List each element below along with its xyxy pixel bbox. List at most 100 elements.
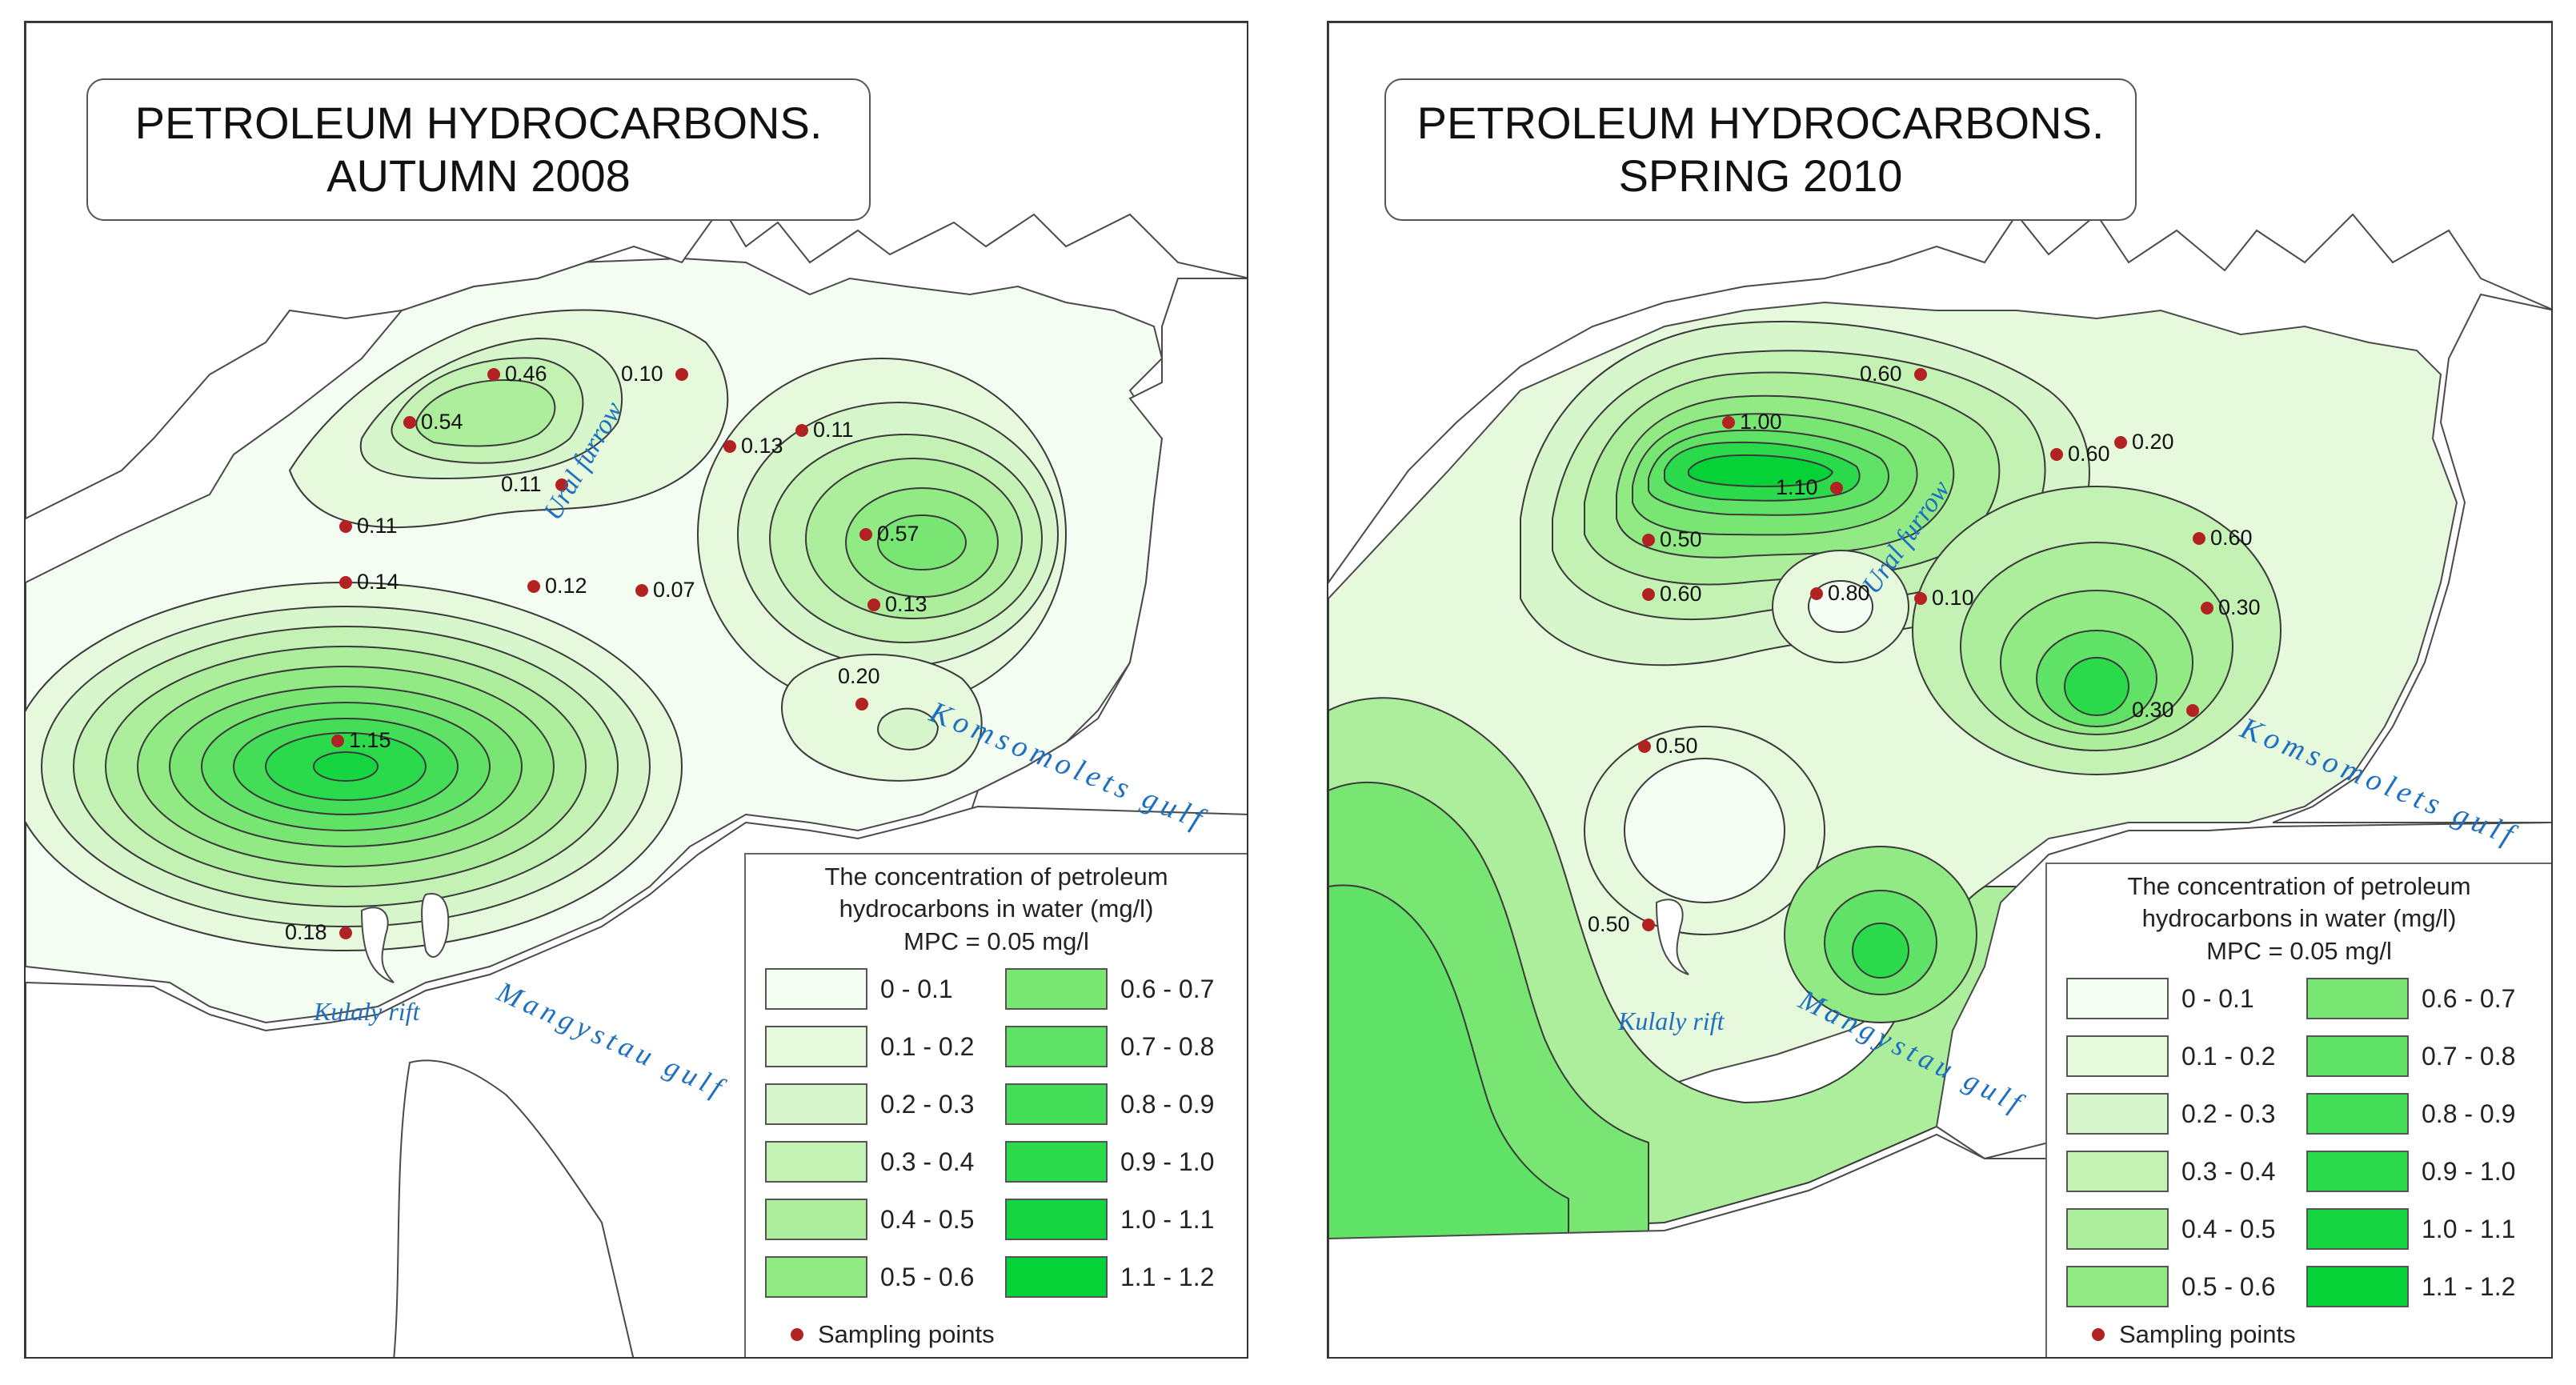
legend-class-label: 1.0 - 1.1 [2422, 1214, 2516, 1243]
map-panel-spring-2010: PETROLEUM HYDROCARBONS. SPRING 2010 0.60… [1327, 21, 2553, 1359]
legend-class: 0.2 - 0.3 [2066, 1093, 2275, 1135]
legend-class-label: 0.1 - 0.2 [880, 1031, 975, 1061]
legend-sampling-label: Sampling points [2119, 1320, 2296, 1348]
sampling-point [339, 520, 352, 533]
sampling-point-value: 0.10 [621, 362, 663, 386]
legend-class-label: 0.9 - 1.0 [1120, 1147, 1215, 1176]
legend-class-label: 1.0 - 1.1 [1120, 1204, 1215, 1234]
legend-swatch [1005, 1199, 1108, 1240]
sampling-point-value: 0.50 [1656, 734, 1698, 758]
contour-band [877, 707, 939, 751]
sampling-point [1914, 368, 1927, 381]
sampling-point [403, 416, 416, 429]
sampling-point [2193, 532, 2205, 545]
sampling-point-value: 0.10 [1932, 586, 1974, 610]
sampling-point-value: 1.15 [349, 728, 391, 752]
sampling-point [339, 927, 352, 939]
sampling-point [2186, 704, 2199, 717]
sampling-point-value: 0.60 [1860, 362, 1902, 386]
sampling-point [1638, 740, 1651, 753]
legend-class: 0.5 - 0.6 [765, 1256, 974, 1298]
legend-class: 1.0 - 1.1 [2306, 1208, 2515, 1250]
sampling-point [2050, 448, 2063, 461]
legend-class: 0.2 - 0.3 [765, 1083, 974, 1125]
sampling-point-value: 0.50 [1660, 527, 1702, 551]
sampling-point-value: 0.50 [1588, 912, 1630, 936]
sampling-point [1642, 588, 1655, 601]
sampling-point-value: 0.07 [653, 578, 695, 602]
legend-class: 0.9 - 1.0 [1005, 1141, 1214, 1183]
legend-class-label: 0.5 - 0.6 [2181, 1271, 2276, 1301]
legend-class-label: 0.8 - 0.9 [2422, 1099, 2516, 1128]
sampling-point-value: 0.54 [421, 410, 463, 434]
map-title: PETROLEUM HYDROCARBONS. AUTUMN 2008 [86, 78, 871, 221]
legend-class-label: 0 - 0.1 [880, 974, 953, 1003]
contour-band [313, 751, 379, 782]
legend-class: 0.4 - 0.5 [2066, 1208, 2275, 1250]
legend-swatch [2066, 1093, 2169, 1135]
sampling-point-value: 0.13 [885, 592, 927, 616]
legend-swatch [1005, 1083, 1108, 1125]
legend-class-label: 0.1 - 0.2 [2181, 1041, 2276, 1071]
legend-class: 0.5 - 0.6 [2066, 1266, 2275, 1307]
legend-class: 1.0 - 1.1 [1005, 1199, 1214, 1240]
sampling-point-value: 0.60 [1660, 582, 1702, 606]
legend-class: 0.7 - 0.8 [2306, 1035, 2515, 1077]
kulaly-island [1655, 899, 1689, 975]
legend-swatch [2066, 978, 2169, 1019]
land-south [1328, 1133, 2049, 1357]
legend-class-label: 0 - 0.1 [2181, 983, 2254, 1013]
sampling-point-value: 1.00 [1740, 410, 1782, 434]
sampling-point-value: 0.13 [741, 434, 783, 458]
sampling-point-value: 0.11 [501, 472, 542, 496]
sampling-point [339, 576, 352, 589]
legend-class: 0.6 - 0.7 [2306, 978, 2515, 1019]
legend-swatch [2066, 1151, 2169, 1192]
legend-swatch [2066, 1035, 2169, 1077]
map-title-line1: PETROLEUM HYDROCARBONS. [1416, 97, 2105, 148]
sampling-point [555, 478, 568, 491]
sampling-point [1914, 592, 1927, 605]
legend-class-label: 0.9 - 1.0 [2422, 1156, 2516, 1186]
map-panel-autumn-2008: PETROLEUM HYDROCARBONS. AUTUMN 2008 0.46… [24, 21, 1248, 1359]
sampling-point-value: 0.12 [545, 574, 587, 598]
legend-swatch [1005, 968, 1108, 1010]
sampling-point-value: 0.57 [877, 522, 919, 546]
map-title-line2: AUTUMN 2008 [327, 150, 631, 201]
legend-heading-line2: hydrocarbons in water (mg/l) [839, 895, 1154, 923]
kulaly-island [360, 907, 395, 983]
legend-swatch [1005, 1026, 1108, 1067]
legend-class-label: 0.6 - 0.7 [2422, 983, 2516, 1013]
sampling-point [2114, 436, 2127, 449]
legend-sampling-points: Sampling points [791, 1320, 995, 1349]
legend-swatch [2306, 1266, 2409, 1307]
legend-class: 1.1 - 1.2 [1005, 1256, 1214, 1298]
legend-class: 0.1 - 0.2 [2066, 1035, 2275, 1077]
sampling-point [1810, 587, 1823, 600]
sampling-point-value: 0.11 [813, 418, 854, 442]
sampling-point [1830, 482, 1843, 494]
legend-class: 0.6 - 0.7 [1005, 968, 1214, 1010]
legend-swatch [2306, 978, 2409, 1019]
legend-swatch [1005, 1256, 1108, 1298]
legend-class-label: 1.1 - 1.2 [1120, 1262, 1215, 1291]
sampling-point [855, 698, 868, 711]
sampling-point-value: 0.30 [2218, 595, 2261, 619]
legend-swatch [765, 1256, 867, 1298]
legend-class: 0.4 - 0.5 [765, 1199, 974, 1240]
sampling-point-dot-icon [2092, 1328, 2105, 1341]
legend-class: 0.1 - 0.2 [765, 1026, 974, 1067]
legend-class-label: 0.7 - 0.8 [2422, 1041, 2516, 1071]
contour-band [1808, 580, 1873, 633]
legend-class: 0.7 - 0.8 [1005, 1026, 1214, 1067]
legend-class-label: 0.5 - 0.6 [880, 1262, 975, 1291]
land-east [2272, 293, 2551, 823]
legend-class: 0.3 - 0.4 [2066, 1151, 2275, 1192]
sampling-point-value: 0.60 [2068, 442, 2110, 466]
sampling-point [795, 424, 808, 437]
place-label-kulaly-rift: Kulaly rift [314, 997, 420, 1026]
legend-class: 0.8 - 0.9 [1005, 1083, 1214, 1125]
sampling-point [1722, 416, 1735, 429]
sampling-point [859, 528, 872, 541]
sampling-point [527, 580, 540, 593]
